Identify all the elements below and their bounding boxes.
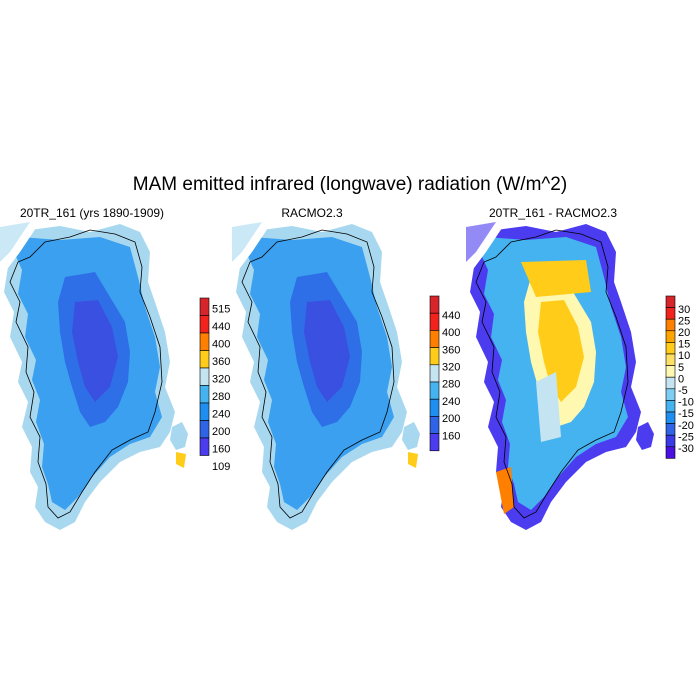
colorbar-label: 10 bbox=[678, 350, 690, 362]
colorbar-swatch bbox=[665, 365, 676, 378]
map-panel-difference bbox=[466, 222, 654, 530]
colorbar-label: 440 bbox=[442, 310, 460, 322]
coastline bbox=[475, 229, 629, 519]
colorbar-swatch bbox=[429, 347, 440, 366]
colorbar-label: 160 bbox=[442, 430, 460, 442]
colorbar-swatch bbox=[429, 312, 440, 331]
colorbar-label: 30 bbox=[678, 304, 690, 316]
colorbar-label: 400 bbox=[442, 327, 460, 339]
colorbar-swatch bbox=[199, 297, 210, 316]
colorbar-label: 240 bbox=[442, 396, 460, 408]
colorbar-swatch bbox=[665, 423, 676, 436]
colorbar-swatch bbox=[429, 295, 440, 314]
colorbar-label: 5 bbox=[678, 362, 684, 374]
colorbar-label: -10 bbox=[678, 397, 694, 409]
coastline bbox=[9, 229, 163, 519]
colorbar-swatch bbox=[665, 434, 676, 448]
colorbar-label: 200 bbox=[212, 426, 230, 438]
iceland-fragment bbox=[170, 422, 188, 450]
positive-anomaly-southwest bbox=[496, 467, 514, 514]
ice-sheet-core-zone bbox=[304, 300, 350, 402]
colorbar-swatch bbox=[665, 342, 676, 355]
panel-title-difference: 20TR_161 - RACMO2.3 bbox=[488, 206, 618, 220]
colorbar-swatch bbox=[199, 332, 210, 351]
colorbar-label: -30 bbox=[678, 443, 694, 455]
colorbar-swatch bbox=[665, 330, 676, 343]
ellesmere-island bbox=[0, 222, 30, 262]
colorbar-swatch bbox=[199, 385, 210, 404]
colorbar-label: 515 bbox=[212, 304, 230, 316]
colorbar-swatch bbox=[199, 315, 210, 334]
map-panel-racmo bbox=[232, 222, 420, 530]
figure-title: MAM emitted infrared (longwave) radiatio… bbox=[132, 174, 568, 195]
colorbar-label: 200 bbox=[442, 413, 460, 425]
colorbar-label: -5 bbox=[678, 385, 688, 397]
colorbar-swatch bbox=[199, 367, 210, 386]
colorbar-swatch bbox=[665, 307, 676, 320]
colorbar-swatch bbox=[429, 398, 440, 417]
colorbar-swatch bbox=[665, 353, 676, 366]
panel-title-model: 20TR_161 (yrs 1890-1909) bbox=[19, 206, 165, 220]
colorbar-swatch bbox=[665, 295, 676, 308]
colorbar-label: -20 bbox=[678, 420, 694, 432]
colorbar-label: 360 bbox=[442, 344, 460, 356]
colorbar-swatch bbox=[429, 433, 440, 452]
colorbar-swatch bbox=[665, 388, 676, 401]
negative-anomaly-center bbox=[536, 372, 561, 442]
colorbar-label: 320 bbox=[442, 362, 460, 374]
colorbar-swatch bbox=[665, 376, 676, 390]
colorbar-label: 280 bbox=[212, 391, 230, 403]
colorbar-racmo: 440 400 360 320 280 240 200 160 bbox=[429, 295, 460, 452]
colorbar-label: 0 bbox=[678, 373, 684, 385]
panel-title-racmo: RACMO2.3 bbox=[281, 206, 343, 220]
positive-anomaly-north bbox=[521, 260, 591, 297]
colorbar-swatch bbox=[665, 400, 676, 413]
colorbar-swatch bbox=[199, 402, 210, 421]
colorbar-model: 515 440 400 360 320 280 240 200 160 109 bbox=[199, 297, 230, 473]
colorbar-label: 440 bbox=[212, 321, 230, 333]
colorbar-label: 240 bbox=[212, 409, 230, 421]
colorbar-swatch bbox=[429, 330, 440, 348]
warm-patch-island bbox=[176, 452, 186, 468]
colorbar-swatch bbox=[199, 420, 210, 439]
colorbar-label: 20 bbox=[678, 327, 690, 339]
warm-patch-island bbox=[408, 452, 418, 468]
iceland-fragment bbox=[636, 422, 654, 450]
colorbar-swatch bbox=[429, 364, 440, 383]
colorbar-swatch bbox=[665, 318, 676, 332]
coastline bbox=[241, 229, 395, 519]
colorbar-label: 360 bbox=[212, 356, 230, 368]
colorbar-swatch bbox=[429, 381, 440, 400]
map-panel-model bbox=[0, 222, 188, 530]
colorbar-label: 320 bbox=[212, 374, 230, 386]
colorbar-label: 15 bbox=[678, 339, 690, 351]
colorbar-label: -25 bbox=[678, 431, 694, 443]
ice-sheet-core-zone bbox=[72, 300, 118, 402]
colorbar-label: -15 bbox=[678, 408, 694, 420]
colorbar-label: 280 bbox=[442, 379, 460, 391]
colorbar-swatch bbox=[199, 350, 210, 369]
ellesmere-island bbox=[232, 222, 262, 262]
iceland-fragment bbox=[402, 422, 420, 450]
colorbar-label: 400 bbox=[212, 339, 230, 351]
colorbar-swatch bbox=[429, 416, 440, 434]
colorbar-swatch bbox=[199, 437, 210, 456]
colorbar-swatch bbox=[665, 446, 676, 459]
colorbar-swatch bbox=[665, 411, 676, 424]
colorbar-label: 160 bbox=[212, 444, 230, 456]
colorbar-label: 25 bbox=[678, 315, 690, 327]
ellesmere-island bbox=[466, 222, 496, 262]
colorbar-label: 109 bbox=[212, 461, 230, 473]
